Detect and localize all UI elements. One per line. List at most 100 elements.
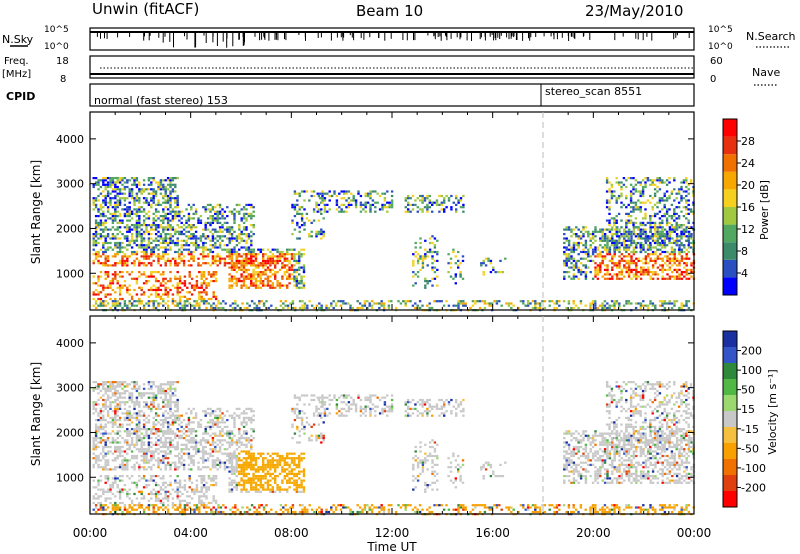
power-cell [204, 228, 207, 231]
power-cell [242, 266, 246, 269]
power-cell [102, 230, 105, 233]
velocity-cell [166, 437, 170, 440]
power-cell [407, 210, 410, 213]
power-cell [254, 271, 258, 274]
power-cell [426, 194, 429, 198]
power-cell [126, 230, 129, 233]
power-cell [615, 197, 618, 200]
power-cell [271, 248, 274, 251]
power-cell [575, 248, 578, 251]
power-cell [235, 250, 238, 254]
power-cell [615, 201, 618, 204]
power-cell [169, 226, 172, 229]
power-cell [118, 284, 122, 287]
power-cell [565, 226, 568, 229]
velocity-cell [104, 401, 107, 404]
power-cell [202, 244, 205, 247]
power-cell [138, 190, 141, 193]
velocity-cell [166, 392, 170, 395]
power-cell [288, 266, 291, 269]
velocity-cell [169, 450, 172, 453]
power-cell [627, 266, 631, 269]
velocity-cell [121, 383, 124, 386]
velocity-cell [92, 403, 95, 406]
power-cell [682, 233, 686, 236]
velocity-cell [104, 419, 107, 422]
power-cell [627, 268, 631, 271]
power-cell [682, 179, 686, 182]
power-cell [111, 264, 115, 267]
power-cell [210, 306, 213, 310]
power-cell [145, 217, 148, 220]
power-cell [656, 255, 660, 258]
power-cell [675, 239, 678, 242]
power-cell [322, 217, 325, 220]
velocity-cell [162, 445, 165, 449]
power-cell [639, 259, 643, 262]
power-cell [114, 275, 117, 278]
power-cell [245, 235, 248, 238]
velocity-cell [92, 448, 95, 451]
power-cell [589, 237, 592, 240]
velocity-cell [114, 441, 117, 444]
power-cell [615, 221, 618, 224]
power-cell [174, 197, 177, 200]
power-cell [121, 264, 124, 267]
power-cell [677, 248, 681, 251]
power-cell [218, 255, 222, 258]
velocity-cell [187, 468, 191, 471]
power-cell [302, 282, 306, 285]
velocity-cell [180, 461, 183, 464]
power-cell [166, 221, 170, 224]
power-cell [293, 248, 296, 251]
power-cell [620, 206, 623, 209]
power-cell [632, 201, 635, 204]
station-title: Unwin (fitACF) [92, 0, 199, 18]
velocity-cell [99, 439, 103, 442]
power-cell [424, 280, 427, 283]
power-cell [126, 206, 129, 209]
velocity-cell [114, 468, 117, 471]
power-cell [92, 248, 95, 251]
power-cell [321, 194, 324, 198]
power-cell [668, 215, 671, 218]
power-cell [290, 266, 294, 269]
colorbar-tick-label: 24 [741, 157, 755, 170]
velocity-cell [171, 419, 175, 422]
power-cell [317, 208, 321, 211]
velocity-cell [166, 423, 170, 426]
power-cell [166, 257, 170, 260]
power-cell [247, 257, 250, 260]
power-cell [558, 304, 561, 307]
power-cell [431, 250, 434, 254]
power-cell [150, 199, 153, 202]
power-cell [229, 304, 232, 307]
power-cell [567, 257, 571, 260]
power-cell [218, 257, 222, 260]
power-cell [164, 215, 167, 218]
power-cell [350, 192, 353, 195]
power-cell [133, 203, 136, 206]
power-cell [133, 259, 136, 262]
power-cell [242, 217, 246, 220]
power-cell [608, 188, 611, 191]
power-cell [182, 262, 186, 265]
power-cell [97, 194, 100, 198]
velocity-cell [111, 441, 115, 444]
power-cell [234, 302, 237, 305]
power-cell [192, 212, 195, 215]
power-cell [663, 250, 667, 254]
power-cell [99, 248, 103, 251]
velocity-cell [142, 414, 146, 417]
velocity-cell [180, 463, 183, 466]
power-cell [152, 306, 155, 310]
power-cell [121, 275, 124, 278]
power-cell [685, 257, 688, 260]
power-cell [315, 203, 318, 206]
power-cell [482, 259, 485, 262]
velocity-cell [97, 387, 100, 390]
velocity-cell [123, 385, 127, 388]
power-cell [416, 206, 419, 209]
power-cell [625, 179, 628, 182]
power-cell [290, 255, 294, 258]
